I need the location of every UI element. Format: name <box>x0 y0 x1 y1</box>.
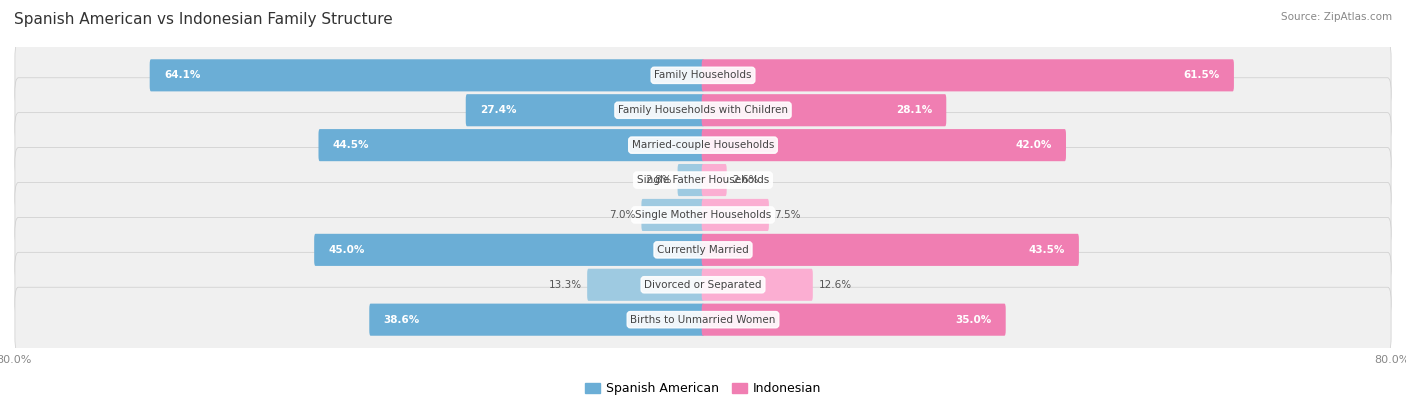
Text: 7.5%: 7.5% <box>775 210 801 220</box>
Text: 38.6%: 38.6% <box>384 315 420 325</box>
Text: Divorced or Separated: Divorced or Separated <box>644 280 762 290</box>
Text: 7.0%: 7.0% <box>609 210 636 220</box>
Text: 27.4%: 27.4% <box>479 105 516 115</box>
Text: Births to Unmarried Women: Births to Unmarried Women <box>630 315 776 325</box>
FancyBboxPatch shape <box>702 59 1234 91</box>
Text: 64.1%: 64.1% <box>165 70 200 80</box>
FancyBboxPatch shape <box>15 148 1391 213</box>
FancyBboxPatch shape <box>588 269 704 301</box>
Text: 61.5%: 61.5% <box>1184 70 1219 80</box>
FancyBboxPatch shape <box>370 304 704 336</box>
FancyBboxPatch shape <box>15 252 1391 317</box>
Text: 35.0%: 35.0% <box>955 315 991 325</box>
FancyBboxPatch shape <box>15 43 1391 108</box>
Text: Currently Married: Currently Married <box>657 245 749 255</box>
FancyBboxPatch shape <box>702 199 769 231</box>
FancyBboxPatch shape <box>702 269 813 301</box>
FancyBboxPatch shape <box>702 304 1005 336</box>
Text: Married-couple Households: Married-couple Households <box>631 140 775 150</box>
Text: 28.1%: 28.1% <box>896 105 932 115</box>
FancyBboxPatch shape <box>465 94 704 126</box>
Legend: Spanish American, Indonesian: Spanish American, Indonesian <box>585 382 821 395</box>
Text: 45.0%: 45.0% <box>329 245 364 255</box>
FancyBboxPatch shape <box>15 217 1391 282</box>
FancyBboxPatch shape <box>149 59 704 91</box>
FancyBboxPatch shape <box>702 234 1078 266</box>
Text: Single Father Households: Single Father Households <box>637 175 769 185</box>
Text: Spanish American vs Indonesian Family Structure: Spanish American vs Indonesian Family St… <box>14 12 392 27</box>
FancyBboxPatch shape <box>15 78 1391 143</box>
Text: Source: ZipAtlas.com: Source: ZipAtlas.com <box>1281 12 1392 22</box>
FancyBboxPatch shape <box>702 94 946 126</box>
FancyBboxPatch shape <box>15 182 1391 247</box>
Text: 43.5%: 43.5% <box>1028 245 1064 255</box>
FancyBboxPatch shape <box>678 164 704 196</box>
Text: 2.8%: 2.8% <box>645 175 672 185</box>
Text: 42.0%: 42.0% <box>1015 140 1052 150</box>
Text: 2.6%: 2.6% <box>733 175 759 185</box>
FancyBboxPatch shape <box>15 113 1391 178</box>
Text: 13.3%: 13.3% <box>548 280 582 290</box>
Text: 12.6%: 12.6% <box>818 280 852 290</box>
FancyBboxPatch shape <box>314 234 704 266</box>
Text: Single Mother Households: Single Mother Households <box>636 210 770 220</box>
FancyBboxPatch shape <box>15 287 1391 352</box>
Text: Family Households: Family Households <box>654 70 752 80</box>
FancyBboxPatch shape <box>702 164 727 196</box>
FancyBboxPatch shape <box>319 129 704 161</box>
FancyBboxPatch shape <box>641 199 704 231</box>
Text: 44.5%: 44.5% <box>333 140 370 150</box>
FancyBboxPatch shape <box>702 129 1066 161</box>
Text: Family Households with Children: Family Households with Children <box>619 105 787 115</box>
